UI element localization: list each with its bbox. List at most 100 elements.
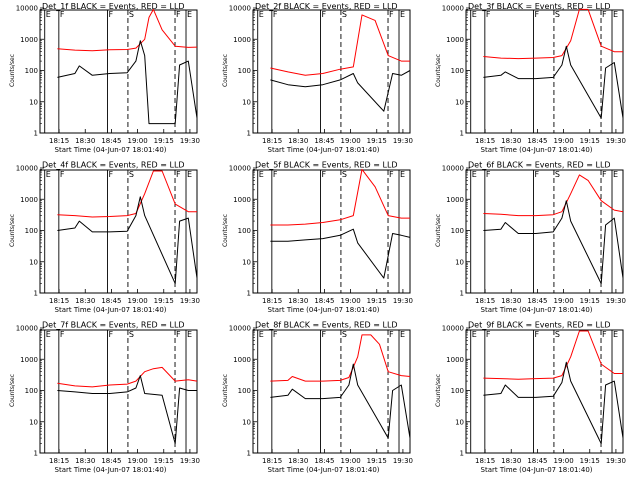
mode-marker-label: E	[613, 10, 618, 19]
y-tick-label: 10000	[229, 165, 251, 173]
mode-marker-label: F	[60, 10, 65, 19]
y-tick-label: 1	[247, 450, 251, 458]
plot-frame	[252, 329, 411, 454]
panel-title: Det_6f BLACK = Events, RED = LLD	[468, 161, 611, 170]
mode-marker-label: F	[486, 330, 491, 339]
mode-marker-label: F	[109, 330, 114, 339]
y-tick-label: 10000	[16, 165, 38, 173]
y-tick-label: 100	[238, 387, 251, 395]
x-tick-label: 19:00	[553, 297, 573, 305]
plot-frame	[39, 329, 198, 454]
mode-marker-label: S	[555, 330, 560, 339]
x-tick-label: 19:00	[340, 457, 360, 465]
x-tick-label: 18:45	[314, 457, 334, 465]
mode-marker-label: F	[602, 330, 607, 339]
y-tick-label: 10000	[442, 5, 464, 13]
lld-series-line	[270, 14, 410, 76]
plot-frame	[252, 169, 411, 294]
mode-marker-label: S	[129, 10, 134, 19]
x-tick-label: 18:45	[101, 297, 121, 305]
y-tick-label: 1000	[20, 196, 38, 204]
mode-marker-label: F	[176, 10, 181, 19]
x-axis-label: Start Time (04-Jun-07 18:01:40)	[481, 146, 593, 154]
panel-title: Det_5f BLACK = Events, RED = LLD	[255, 161, 398, 170]
plot-frame	[465, 329, 624, 454]
mode-marker-label: F	[535, 330, 540, 339]
x-tick-label: 18:30	[288, 137, 308, 145]
x-tick-label: 18:30	[75, 457, 95, 465]
events-series-line	[270, 70, 411, 112]
y-tick-label: 100	[238, 227, 251, 235]
mode-marker-label: F	[176, 330, 181, 339]
y-tick-label: 10000	[229, 325, 251, 333]
y-tick-label: 10	[29, 98, 38, 106]
x-tick-label: 19:30	[606, 297, 626, 305]
y-tick-label: 1	[460, 450, 464, 458]
lld-series-line	[57, 366, 198, 388]
y-axis-label: Counts/sec	[222, 214, 229, 247]
x-tick-label: 19:15	[580, 137, 600, 145]
x-tick-label: 18:45	[527, 457, 547, 465]
plot-frame	[465, 169, 624, 294]
mode-marker-label: E	[187, 10, 192, 19]
mode-marker-label: E	[259, 170, 264, 179]
y-axis-label: Counts/sec	[9, 374, 16, 407]
events-series-line	[483, 200, 624, 285]
mode-marker-label: F	[109, 170, 114, 179]
y-tick-label: 1000	[233, 196, 251, 204]
y-axis-label: Counts/sec	[435, 54, 442, 87]
y-tick-label: 10	[242, 98, 251, 106]
y-axis-label: Counts/sec	[9, 54, 16, 87]
y-tick-label: 1	[247, 130, 251, 138]
mode-marker-label: S	[555, 10, 560, 19]
x-tick-label: 18:15	[475, 297, 495, 305]
y-tick-label: 10000	[16, 325, 38, 333]
mode-marker-label: F	[535, 10, 540, 19]
x-axis-label: Start Time (04-Jun-07 18:01:40)	[481, 466, 593, 474]
panel-title: Det_7f BLACK = Events, RED = LLD	[42, 321, 185, 330]
y-axis-label: Counts/sec	[222, 374, 229, 407]
y-tick-label: 10	[455, 418, 464, 426]
x-tick-label: 18:30	[288, 457, 308, 465]
detector-panel: Det_6f BLACK = Events, RED = LLD 1 10 100 10…	[435, 161, 626, 315]
lld-series-line	[270, 334, 411, 382]
mode-marker-label: E	[400, 330, 405, 339]
mode-marker-label: F	[322, 330, 327, 339]
mode-marker-label: E	[613, 170, 618, 179]
mode-marker-label: E	[46, 330, 51, 339]
y-tick-label: 10	[29, 418, 38, 426]
y-tick-label: 1000	[446, 196, 464, 204]
mode-marker-label: S	[342, 10, 347, 19]
detector-panel: Det_4f BLACK = Events, RED = LLD 1 10 100 10…	[9, 161, 200, 315]
mode-marker-label: F	[602, 10, 607, 19]
x-axis-label: Start Time (04-Jun-07 18:01:40)	[481, 306, 593, 314]
mode-marker-label: E	[472, 170, 477, 179]
x-tick-label: 18:15	[49, 457, 69, 465]
x-axis-label: Start Time (04-Jun-07 18:01:40)	[268, 146, 380, 154]
x-tick-label: 19:00	[127, 137, 147, 145]
x-tick-label: 19:15	[154, 137, 174, 145]
x-tick-label: 19:15	[367, 137, 387, 145]
x-tick-label: 19:15	[154, 297, 174, 305]
x-tick-label: 19:30	[393, 297, 413, 305]
mode-marker-label: E	[613, 330, 618, 339]
mode-marker-label: E	[472, 10, 477, 19]
x-tick-label: 19:30	[606, 457, 626, 465]
y-tick-label: 1000	[446, 36, 464, 44]
mode-marker-label: E	[46, 10, 51, 19]
lld-series-line	[270, 168, 410, 226]
y-tick-label: 10	[29, 258, 38, 266]
y-tick-label: 100	[451, 387, 464, 395]
mode-marker-label: E	[46, 170, 51, 179]
y-tick-label: 1	[247, 290, 251, 298]
panel-title: Det_1f BLACK = Events, RED = LLD	[42, 2, 185, 11]
mode-marker-label: F	[176, 170, 181, 179]
mode-marker-label: S	[342, 330, 347, 339]
x-axis-label: Start Time (04-Jun-07 18:01:40)	[268, 306, 380, 314]
y-tick-label: 100	[451, 67, 464, 75]
y-tick-label: 10	[242, 418, 251, 426]
events-series-line	[57, 375, 197, 445]
y-axis-label: Counts/sec	[435, 214, 442, 247]
mode-marker-label: S	[129, 330, 134, 339]
